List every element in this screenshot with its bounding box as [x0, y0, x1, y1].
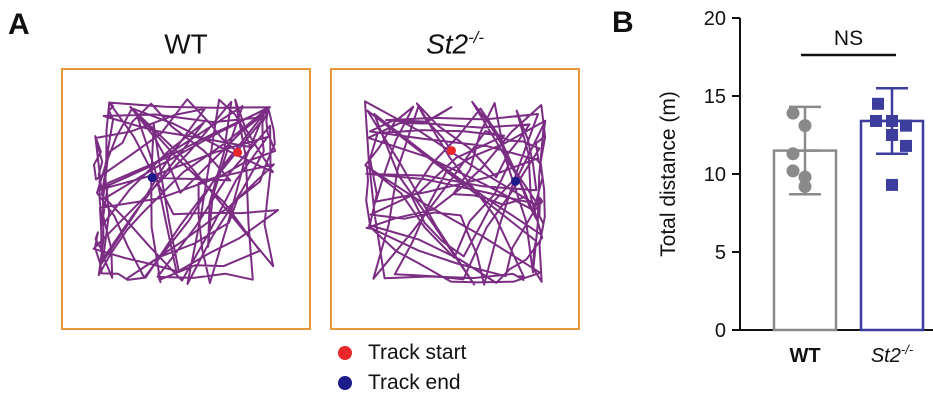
legend-label-start: Track start	[368, 341, 467, 364]
data-point-st2-ko	[886, 114, 898, 127]
track-wt-end-marker	[147, 173, 157, 183]
y-tick-label: 20	[704, 8, 726, 30]
y-tick-label: 10	[704, 164, 726, 186]
panel-b-label: B	[612, 6, 634, 39]
data-point-wt	[786, 164, 800, 178]
data-point-wt	[798, 179, 812, 193]
track-end-dot	[338, 376, 352, 390]
arena-wt	[61, 68, 311, 330]
y-tick-label: 0	[715, 320, 726, 342]
data-point-st2-ko	[886, 129, 898, 141]
track-wt-start-marker	[233, 147, 243, 157]
distance-bar-chart: 0 5 10 15 20 Total distance (m) WT St2-/- NS	[657, 8, 933, 367]
arena-ko	[330, 68, 580, 330]
data-point-wt	[786, 147, 800, 161]
track-legend: Track start Track end	[338, 338, 466, 398]
track-ko-end-marker	[511, 176, 521, 186]
y-tick-label: 5	[715, 242, 726, 264]
data-point-st2-ko	[886, 178, 898, 191]
track-ko	[364, 100, 547, 286]
track-wt-path	[92, 98, 280, 285]
arena-title-ko: St2-/-	[330, 28, 580, 60]
data-point-wt	[798, 119, 812, 133]
arena-title-ko-sup: -/-	[468, 28, 484, 47]
x-tick-label: St2-/-	[871, 342, 914, 367]
arena-title-wt: WT	[61, 28, 311, 60]
data-point-st2-ko	[870, 114, 882, 127]
x-tick-label: WT	[789, 345, 820, 367]
track-ko-path	[364, 100, 547, 286]
y-tick-label: 15	[704, 86, 726, 108]
arena-title-ko-text: St2	[426, 28, 469, 60]
panel-a-label: A	[8, 8, 30, 41]
data-point-st2-ko	[872, 97, 884, 110]
data-point-st2-ko	[900, 119, 912, 132]
legend-label-end: Track end	[368, 371, 461, 394]
arena-title-wt-text: WT	[164, 28, 208, 60]
legend-item-end: Track end	[338, 368, 466, 398]
legend-item-start: Track start	[338, 338, 466, 368]
significance-label: NS	[834, 27, 863, 50]
data-point-wt	[786, 106, 800, 120]
data-point-wt	[798, 170, 812, 184]
data-point-st2-ko	[900, 139, 912, 152]
track-ko-start-marker	[446, 146, 456, 156]
track-start-dot	[338, 346, 352, 360]
track-wt	[92, 98, 280, 285]
y-axis-label: Total distance (m)	[657, 91, 680, 257]
